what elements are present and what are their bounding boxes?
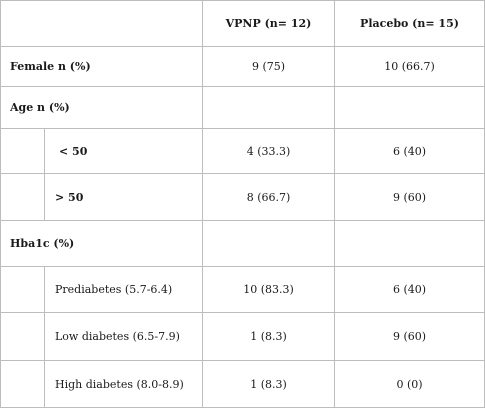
indent-cell [0, 312, 45, 361]
cell-prediabetes-placebo: 6 (40) [334, 266, 485, 313]
cell-high-diabetes-placebo: 0 (0) [334, 360, 485, 408]
row-label-low-diabetes: Low diabetes (6.5-7.9) [44, 312, 203, 361]
table-row-age-heading: Age n (%) [0, 86, 485, 129]
table-row-age-lt50: < 50 4 (33.3) 6 (40) [0, 128, 485, 174]
cell-age-lt50-placebo: 6 (40) [334, 128, 485, 174]
row-label-age: Age n (%) [0, 86, 203, 129]
cell-low-diabetes-vpnp: 1 (8.3) [202, 312, 335, 361]
indent-cell [0, 266, 45, 313]
table-row-female: Female n (%) 9 (75) 10 (66.7) [0, 46, 485, 87]
table-row-high-diabetes: High diabetes (8.0-8.9) 1 (8.3) 0 (0) [0, 360, 485, 408]
row-label-prediabetes: Prediabetes (5.7-6.4) [44, 266, 203, 313]
cell-hba1c-placebo-empty [334, 220, 485, 267]
indent-cell [0, 173, 45, 221]
row-label-age-gt50: > 50 [44, 173, 203, 221]
row-label-female: Female n (%) [0, 46, 203, 87]
cell-age-lt50-vpnp: 4 (33.3) [202, 128, 335, 174]
cell-hba1c-vpnp-empty [202, 220, 335, 267]
cell-prediabetes-vpnp: 10 (83.3) [202, 266, 335, 313]
row-label-age-lt50: < 50 [44, 128, 203, 174]
cell-age-gt50-placebo: 9 (60) [334, 173, 485, 221]
cell-age-placebo-empty [334, 86, 485, 129]
cell-low-diabetes-placebo: 9 (60) [334, 312, 485, 361]
cell-age-vpnp-empty [202, 86, 335, 129]
header-row: VPNP (n= 12) Placebo (n= 15) [0, 0, 485, 47]
cell-female-placebo: 10 (66.7) [334, 46, 485, 87]
header-vpnp: VPNP (n= 12) [202, 0, 335, 47]
row-label-hba1c: Hba1c (%) [0, 220, 203, 267]
cell-high-diabetes-vpnp: 1 (8.3) [202, 360, 335, 408]
table-row-low-diabetes: Low diabetes (6.5-7.9) 1 (8.3) 9 (60) [0, 312, 485, 361]
table-row-age-gt50: > 50 8 (66.7) 9 (60) [0, 173, 485, 221]
cell-female-vpnp: 9 (75) [202, 46, 335, 87]
header-placebo: Placebo (n= 15) [334, 0, 485, 47]
table-row-prediabetes: Prediabetes (5.7-6.4) 10 (83.3) 6 (40) [0, 266, 485, 313]
indent-cell [0, 128, 45, 174]
row-label-high-diabetes: High diabetes (8.0-8.9) [44, 360, 203, 408]
header-empty-cell [0, 0, 203, 47]
indent-cell [0, 360, 45, 408]
table-row-hba1c-heading: Hba1c (%) [0, 220, 485, 267]
cell-age-gt50-vpnp: 8 (66.7) [202, 173, 335, 221]
